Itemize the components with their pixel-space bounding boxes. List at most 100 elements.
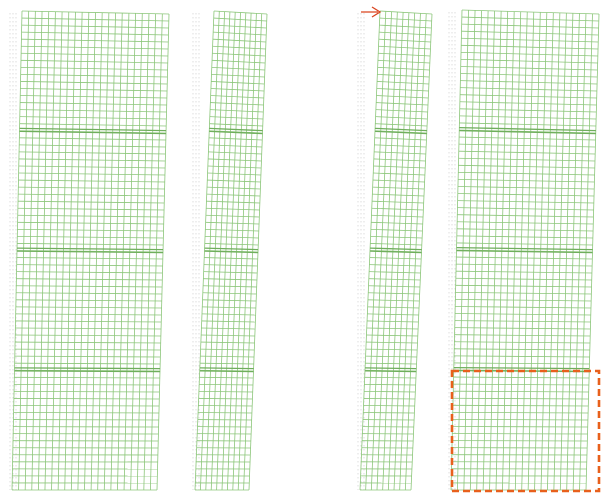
floor-slab-line: [204, 247, 259, 251]
mesh-horizontal-line: [457, 214, 594, 218]
mesh-horizontal-line: [454, 334, 591, 337]
mesh-horizontal-line: [18, 186, 165, 190]
mesh-horizontal-line: [205, 221, 260, 225]
mesh-horizontal-line: [378, 45, 431, 50]
mesh-horizontal-line: [372, 186, 425, 190]
mesh-horizontal-line: [377, 59, 430, 64]
mesh-horizontal-line: [20, 81, 168, 85]
mesh-horizontal-line: [15, 334, 161, 337]
mesh-horizontal-line: [210, 102, 264, 106]
mesh-horizontal-line: [461, 51, 598, 57]
mesh-horizontal-line: [16, 292, 162, 295]
mesh-horizontal-line: [371, 221, 423, 225]
mesh-horizontal-line: [18, 193, 165, 197]
floor-slab-line: [209, 127, 263, 132]
mesh-panel-2: [192, 10, 268, 491]
mesh-horizontal-line: [200, 362, 254, 365]
mesh-horizontal-line: [201, 313, 256, 316]
mesh-horizontal-line: [17, 221, 164, 225]
mesh-horizontal-line: [453, 397, 589, 400]
mesh-horizontal-line: [18, 158, 166, 162]
mesh-horizontal-line: [366, 327, 419, 330]
mesh-horizontal-line: [208, 137, 263, 141]
mesh-horizontal-line: [370, 236, 423, 239]
floor-slab-line: [19, 130, 167, 135]
mesh-horizontal-line: [368, 278, 421, 281]
mesh-horizontal-line: [373, 172, 425, 176]
mesh-horizontal-line: [17, 228, 164, 232]
mesh-horizontal-line: [461, 9, 600, 15]
mesh-horizontal-line: [457, 193, 595, 197]
mesh-horizontal-line: [18, 179, 165, 183]
mesh-horizontal-line: [19, 137, 166, 141]
mesh-horizontal-line: [461, 30, 599, 36]
mesh-horizontal-line: [458, 171, 595, 176]
mesh-horizontal-line: [201, 320, 256, 323]
mesh-horizontal-line: [15, 313, 162, 316]
mesh-horizontal-line: [370, 228, 423, 232]
mesh-horizontal-line: [458, 164, 595, 169]
mesh-horizontal-line: [368, 285, 420, 288]
mesh-horizontal-line: [375, 116, 428, 120]
mesh-horizontal-line: [458, 150, 596, 155]
mesh-horizontal-line: [456, 235, 593, 239]
mesh-horizontal-line: [369, 264, 421, 267]
mesh-horizontal-line: [460, 87, 597, 92]
mesh-horizontal-line: [460, 80, 598, 85]
mesh-horizontal-line: [19, 144, 166, 148]
mesh-horizontal-line: [14, 390, 160, 393]
mesh-horizontal-line: [213, 24, 267, 29]
mesh-horizontal-line: [20, 66, 168, 71]
floor-slab-line: [199, 367, 254, 370]
mesh-horizontal-line: [452, 419, 588, 421]
mesh-horizontal-line: [18, 200, 165, 204]
mesh-horizontal-line: [20, 88, 168, 92]
mesh-horizontal-line: [455, 291, 592, 295]
mesh-horizontal-line: [452, 426, 588, 428]
mesh-horizontal-line: [453, 383, 589, 386]
mesh-horizontal-line: [16, 285, 163, 288]
mesh-horizontal-line: [15, 320, 162, 323]
mesh-horizontal-line: [204, 243, 259, 246]
mesh-horizontal-line: [458, 143, 596, 148]
mesh-horizontal-line: [14, 362, 161, 365]
mesh-panel-4: [448, 9, 600, 491]
mesh-horizontal-line: [212, 52, 266, 57]
mesh-horizontal-line: [459, 122, 596, 127]
mesh-horizontal-line: [453, 376, 590, 379]
mesh-horizontal-line: [366, 334, 418, 337]
mesh-horizontal-line: [16, 278, 163, 281]
mesh-horizontal-line: [455, 284, 592, 288]
mesh-horizontal-line: [213, 17, 267, 22]
mesh-horizontal-line: [374, 151, 426, 155]
mesh-horizontal-line: [202, 299, 257, 302]
mesh-horizontal-line: [377, 74, 430, 78]
mesh-horizontal-line: [457, 186, 595, 190]
mesh-horizontal-line: [198, 405, 253, 407]
mesh-horizontal-line: [375, 109, 428, 113]
mesh-horizontal-line: [367, 306, 420, 309]
mesh-horizontal-line: [21, 17, 169, 22]
mesh-horizontal-line: [367, 320, 419, 323]
mesh-horizontal-line: [376, 102, 429, 106]
mesh-horizontal-line: [459, 115, 597, 120]
floor-slab-line: [459, 126, 596, 132]
mesh-horizontal-line: [205, 228, 259, 232]
floor-slab-line: [375, 127, 427, 132]
mesh-horizontal-line: [206, 207, 260, 211]
mesh-horizontal-line: [14, 383, 160, 386]
mesh-horizontal-line: [370, 243, 422, 246]
mesh-horizontal-line: [17, 214, 164, 218]
mesh-horizontal-line: [18, 172, 165, 176]
mesh-horizontal-line: [206, 186, 261, 190]
floor-slab-line: [209, 130, 263, 135]
mesh-horizontal-line: [201, 327, 256, 330]
mesh-horizontal-line: [19, 123, 167, 127]
mesh-horizontal-line: [371, 214, 424, 218]
mesh-horizontal-line: [15, 327, 162, 330]
mesh-horizontal-line: [457, 221, 594, 225]
mesh-horizontal-line: [378, 52, 431, 57]
mesh-horizontal-line: [17, 207, 165, 211]
mesh-horizontal-line: [202, 292, 257, 295]
mesh-horizontal-line: [21, 24, 169, 29]
